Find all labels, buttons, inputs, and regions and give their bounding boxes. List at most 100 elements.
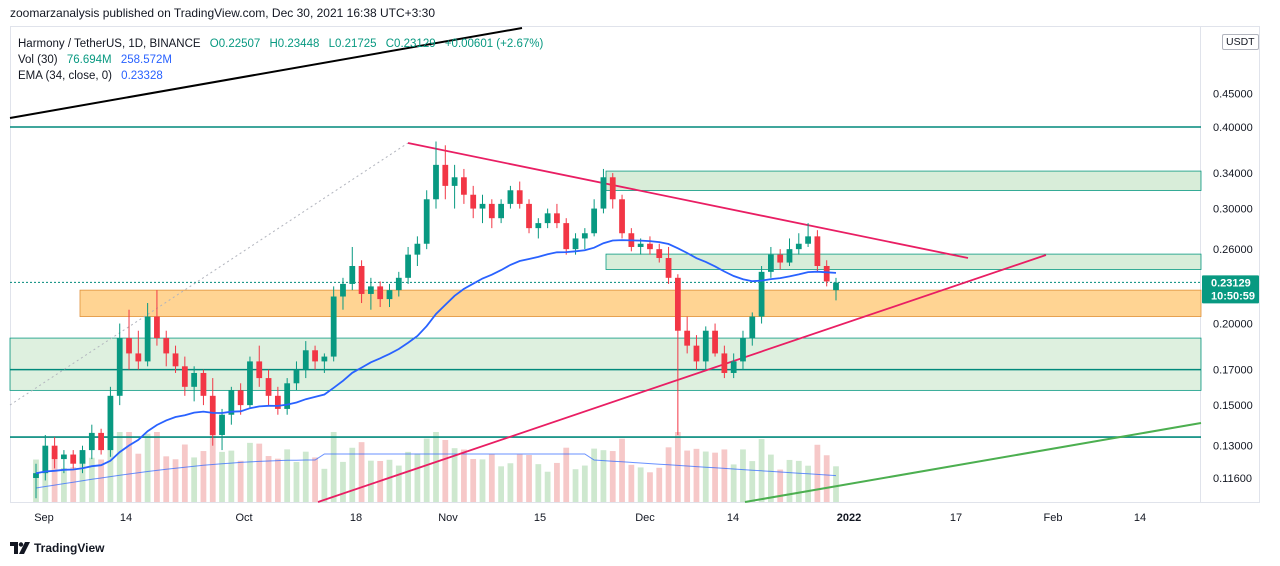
candle-body bbox=[395, 277, 402, 291]
ema-line bbox=[35, 239, 837, 475]
volume-bar bbox=[256, 443, 263, 502]
candle-body bbox=[479, 203, 486, 209]
volume-bar bbox=[581, 465, 588, 502]
price-change: +0.00601 (+2.67%) bbox=[444, 38, 544, 50]
candle-body bbox=[135, 353, 142, 362]
price-tick-label: 0.15000 bbox=[1213, 400, 1253, 412]
candle-body bbox=[423, 199, 430, 244]
volume-bar bbox=[693, 448, 700, 502]
volume-bar bbox=[172, 459, 179, 502]
candle-body bbox=[730, 361, 737, 373]
volume-bar bbox=[98, 459, 104, 502]
candle-body bbox=[637, 243, 644, 247]
currency-badge[interactable]: USDT bbox=[1222, 34, 1259, 50]
ema-zone-green bbox=[605, 253, 1202, 270]
candle-body bbox=[340, 283, 346, 297]
volume-bar bbox=[423, 438, 430, 502]
price-tick-label: 0.30000 bbox=[1213, 204, 1253, 216]
candle-body bbox=[768, 254, 774, 272]
volume-bar bbox=[88, 457, 95, 502]
volume-bar bbox=[51, 452, 58, 502]
volume-bar bbox=[702, 451, 709, 502]
volume-bar bbox=[61, 467, 67, 502]
candle-body bbox=[98, 432, 104, 451]
candle-body bbox=[749, 316, 756, 339]
symbol-title: Harmony / TetherUS, 1D, BINANCE bbox=[18, 38, 201, 50]
chart-legend: Harmony / TetherUS, 1D, BINANCE O0.22507… bbox=[18, 36, 543, 84]
resistance-zone-green bbox=[605, 170, 1202, 191]
volume-bar bbox=[284, 449, 291, 502]
time-tick-label: 14 bbox=[1134, 512, 1146, 524]
candle-body bbox=[619, 199, 625, 234]
candle-body bbox=[563, 223, 570, 250]
candle-body bbox=[572, 238, 579, 250]
volume-bar bbox=[507, 463, 514, 502]
candle-body bbox=[284, 383, 291, 409]
candle-body bbox=[684, 330, 691, 346]
candle-body bbox=[88, 432, 95, 451]
candle-body bbox=[712, 330, 718, 354]
time-tick-label: 18 bbox=[350, 512, 362, 524]
candle-body bbox=[721, 353, 728, 373]
volume-bar bbox=[191, 457, 198, 502]
countdown-text: 10:50:59 bbox=[1211, 290, 1255, 302]
volume-bar bbox=[330, 432, 337, 502]
candle-body bbox=[70, 454, 77, 464]
volume-bar bbox=[563, 447, 570, 502]
price-tick-label: 0.45000 bbox=[1213, 89, 1253, 101]
volume-bar bbox=[405, 451, 411, 502]
candle-body bbox=[702, 330, 709, 362]
volume-bar bbox=[814, 444, 821, 502]
time-tick-label: Feb bbox=[1044, 512, 1063, 524]
volume-indicator-label[interactable]: Vol (30) bbox=[18, 54, 58, 66]
candle-body bbox=[693, 345, 700, 362]
volume-bar bbox=[665, 447, 672, 502]
candle-body bbox=[674, 277, 681, 331]
price-tick-label: 0.26000 bbox=[1213, 244, 1253, 256]
volume-bar bbox=[181, 444, 188, 502]
volume-bar bbox=[116, 432, 123, 502]
volume-bar bbox=[135, 453, 142, 502]
candle-body bbox=[312, 350, 318, 362]
candle-body bbox=[414, 243, 421, 255]
candle-body bbox=[181, 366, 188, 387]
price-tick-label: 0.20000 bbox=[1213, 319, 1253, 331]
volume-bar bbox=[312, 457, 318, 502]
candle-body bbox=[256, 361, 263, 379]
candle-body bbox=[823, 265, 830, 282]
candle-body bbox=[321, 356, 328, 362]
candle-body bbox=[126, 338, 132, 354]
candle-body bbox=[200, 372, 207, 396]
candle-body bbox=[451, 177, 458, 186]
volume-bar bbox=[79, 456, 86, 502]
tradingview-footer[interactable]: TradingView bbox=[10, 541, 104, 555]
time-tick-label: 14 bbox=[727, 512, 739, 524]
time-tick-label: Oct bbox=[235, 512, 252, 524]
candle-body bbox=[516, 190, 523, 204]
volume-bar bbox=[340, 461, 346, 502]
candle-body bbox=[405, 254, 411, 278]
volume-bar bbox=[358, 442, 365, 502]
volume-bar bbox=[470, 459, 477, 502]
volume-bar bbox=[498, 466, 504, 502]
time-tick-label: Sep bbox=[34, 512, 54, 524]
candle-body bbox=[247, 361, 253, 406]
candle-body bbox=[665, 258, 672, 278]
volume-bar bbox=[749, 461, 756, 502]
ema-indicator-label[interactable]: EMA (34, close, 0) bbox=[18, 70, 112, 82]
volume-bar bbox=[302, 451, 309, 502]
volume-bar bbox=[144, 433, 151, 502]
candle-body bbox=[656, 249, 663, 259]
price-axis[interactable] bbox=[1201, 26, 1260, 503]
volume-bar bbox=[795, 460, 802, 502]
volume-bar bbox=[535, 464, 542, 502]
candle-body bbox=[814, 236, 821, 266]
volume-bar bbox=[516, 454, 523, 502]
volume-bar bbox=[600, 450, 607, 502]
candle-body bbox=[433, 164, 439, 200]
volume-bar bbox=[786, 459, 793, 502]
volume-bar bbox=[442, 440, 449, 502]
volume-bar bbox=[126, 432, 132, 502]
time-tick-label: 14 bbox=[120, 512, 132, 524]
